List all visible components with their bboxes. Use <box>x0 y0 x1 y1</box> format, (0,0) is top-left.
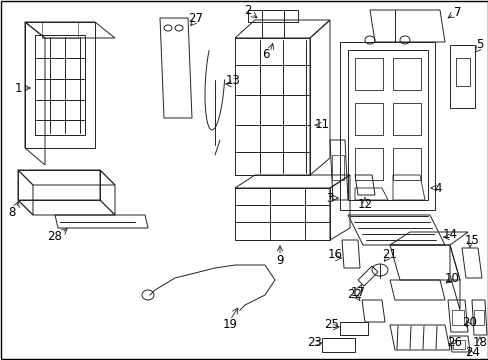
Bar <box>392 58 420 90</box>
Bar <box>354 58 382 90</box>
Text: 21: 21 <box>382 248 397 261</box>
Bar <box>331 155 343 180</box>
Text: 17: 17 <box>350 285 365 298</box>
Text: 19: 19 <box>222 319 237 332</box>
Text: 12: 12 <box>357 198 372 211</box>
Bar <box>354 148 382 180</box>
Text: 23: 23 <box>307 337 322 350</box>
Text: 27: 27 <box>188 12 203 24</box>
Text: 7: 7 <box>453 5 461 18</box>
Text: 18: 18 <box>471 336 487 348</box>
Text: 28: 28 <box>47 230 62 243</box>
Text: 13: 13 <box>225 73 240 86</box>
Text: 4: 4 <box>433 181 441 194</box>
Text: 20: 20 <box>462 315 476 328</box>
Text: 1: 1 <box>14 81 21 94</box>
Bar <box>392 103 420 135</box>
Text: 14: 14 <box>442 229 457 242</box>
Text: 10: 10 <box>444 271 459 284</box>
Text: 8: 8 <box>8 206 16 219</box>
Text: 2: 2 <box>244 4 251 17</box>
Text: 5: 5 <box>475 39 483 51</box>
Bar <box>473 310 483 325</box>
Text: 16: 16 <box>327 248 342 261</box>
Text: 3: 3 <box>325 192 333 204</box>
Text: 24: 24 <box>465 346 480 359</box>
Bar <box>354 103 382 135</box>
Text: 22: 22 <box>347 288 362 302</box>
Bar <box>452 340 464 349</box>
Text: 15: 15 <box>464 234 478 247</box>
Text: 25: 25 <box>324 319 339 332</box>
Bar <box>455 58 469 86</box>
Bar <box>451 310 463 325</box>
Bar <box>392 148 420 180</box>
Text: 26: 26 <box>447 337 462 350</box>
Text: 9: 9 <box>276 253 283 266</box>
Text: 6: 6 <box>262 49 269 62</box>
Text: 11: 11 <box>314 118 329 131</box>
